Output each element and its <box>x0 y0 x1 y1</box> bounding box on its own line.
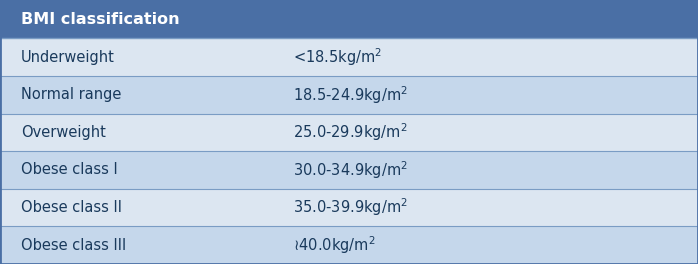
FancyBboxPatch shape <box>0 0 698 38</box>
Text: Underweight: Underweight <box>21 50 114 65</box>
FancyBboxPatch shape <box>0 76 698 114</box>
Text: ≀40.0kg/m$\mathregular{^{2}}$: ≀40.0kg/m$\mathregular{^{2}}$ <box>293 234 376 256</box>
Text: 35.0-39.9kg/m$\mathregular{^{2}}$: 35.0-39.9kg/m$\mathregular{^{2}}$ <box>293 197 408 218</box>
Text: Obese class III: Obese class III <box>21 238 126 253</box>
Text: <18.5kg/m$\mathregular{^{2}}$: <18.5kg/m$\mathregular{^{2}}$ <box>293 46 383 68</box>
Text: Overweight: Overweight <box>21 125 106 140</box>
Text: 25.0-29.9kg/m$\mathregular{^{2}}$: 25.0-29.9kg/m$\mathregular{^{2}}$ <box>293 121 408 143</box>
FancyBboxPatch shape <box>0 38 698 76</box>
Text: Obese class II: Obese class II <box>21 200 122 215</box>
Text: 30.0-34.9kg/m$\mathregular{^{2}}$: 30.0-34.9kg/m$\mathregular{^{2}}$ <box>293 159 408 181</box>
Text: Normal range: Normal range <box>21 87 121 102</box>
Text: Obese class I: Obese class I <box>21 162 118 177</box>
FancyBboxPatch shape <box>0 189 698 226</box>
Text: BMI classification: BMI classification <box>21 12 179 27</box>
FancyBboxPatch shape <box>0 226 698 264</box>
FancyBboxPatch shape <box>0 151 698 189</box>
FancyBboxPatch shape <box>0 114 698 151</box>
Text: 18.5-24.9kg/m$\mathregular{^{2}}$: 18.5-24.9kg/m$\mathregular{^{2}}$ <box>293 84 408 106</box>
